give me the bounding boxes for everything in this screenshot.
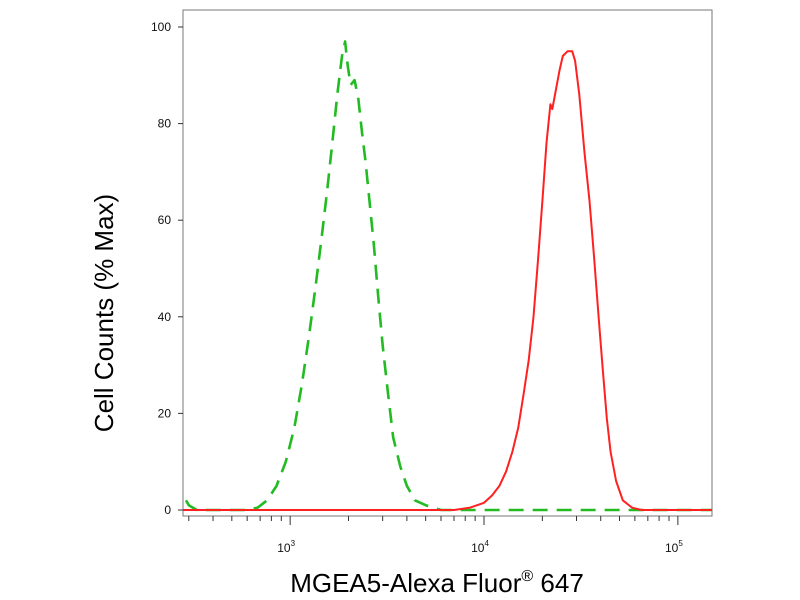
y-tick-label: 40: [158, 310, 172, 324]
y-axis-ticks: 0 20 40 60 80 100: [151, 20, 183, 517]
series-layer: [183, 40, 712, 512]
y-tick-label: 100: [151, 20, 171, 34]
x-tick-label: 105: [665, 539, 683, 555]
y-axis-label: Cell Counts (% Max): [89, 194, 119, 432]
y-tick-label: 80: [158, 117, 172, 131]
x-axis-ticks: 103 104 105: [188, 516, 683, 555]
x-tick-label: 103: [277, 539, 295, 555]
x-axis-label: MGEA5-Alexa Fluor® 647: [290, 568, 584, 598]
y-tick-label: 0: [164, 503, 171, 517]
series-dashed-green: [184, 40, 712, 512]
registered-mark: ®: [521, 568, 533, 585]
y-tick-label: 60: [158, 213, 172, 227]
series-solid-red: [183, 50, 712, 511]
plot-frame: [182, 9, 713, 517]
y-tick-label: 20: [158, 406, 172, 420]
x-tick-label: 104: [471, 539, 489, 555]
